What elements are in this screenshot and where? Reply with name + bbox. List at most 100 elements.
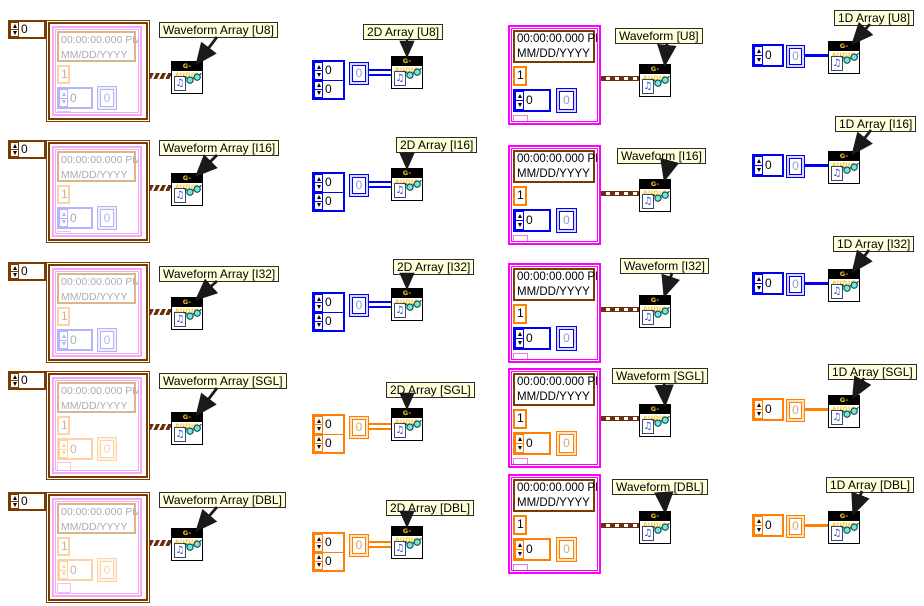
- spinner-down-icon[interactable]: [10, 271, 19, 279]
- vi-label[interactable]: Waveform [I16]: [617, 148, 706, 164]
- waveform-cluster[interactable]: 00:00:00.000 PM MM/DD/YYYY 1 0 0: [508, 145, 601, 245]
- attributes-box[interactable]: [57, 462, 71, 470]
- g-audio-vi-icon[interactable]: G-AUDIO ♫: [639, 404, 671, 437]
- array-element[interactable]: 0: [349, 294, 369, 317]
- array-2d-wire[interactable]: [369, 301, 391, 308]
- waveform-wire[interactable]: [601, 76, 639, 81]
- spinner-down-icon[interactable]: [515, 220, 524, 230]
- timestamp-display[interactable]: 00:00:00.000 PM MM/DD/YYYY: [513, 479, 597, 512]
- g-audio-vi-icon[interactable]: G-AUDIO ♫: [171, 528, 203, 561]
- array-element[interactable]: 0: [786, 155, 805, 178]
- spinner-down-icon[interactable]: [754, 525, 763, 535]
- index-cell[interactable]: 0: [314, 80, 343, 98]
- index-cell[interactable]: 0: [314, 174, 343, 193]
- timestamp-display[interactable]: 00:00:00.000 PM MM/DD/YYYY: [57, 151, 138, 182]
- array-1d-wire[interactable]: [805, 408, 828, 411]
- spinner[interactable]: [314, 192, 323, 210]
- spinner[interactable]: [10, 22, 19, 37]
- array-element-value[interactable]: 0: [559, 211, 574, 230]
- array-element[interactable]: 0: [97, 437, 117, 461]
- dt-value[interactable]: 1: [57, 65, 70, 84]
- index-value[interactable]: 0: [70, 442, 77, 456]
- g-audio-vi-icon[interactable]: G-AUDIO ♫: [171, 61, 203, 94]
- index-value[interactable]: 0: [325, 295, 332, 309]
- array-2d-wire[interactable]: [369, 423, 391, 430]
- dt-value[interactable]: 1: [57, 307, 70, 326]
- g-audio-vi-icon[interactable]: G-AUDIO ♫: [391, 168, 423, 201]
- spinner-down-icon[interactable]: [314, 182, 323, 192]
- g-audio-vi-icon[interactable]: G-AUDIO ♫: [391, 288, 423, 321]
- y-array-index[interactable]: 0: [57, 207, 93, 229]
- array-element-value[interactable]: 0: [100, 89, 114, 107]
- index-value[interactable]: 0: [70, 563, 77, 577]
- spinner[interactable]: [314, 552, 323, 570]
- waveform-array-wire[interactable]: [150, 185, 171, 191]
- index-cell[interactable]: 0: [314, 552, 343, 570]
- array-1d-index-control[interactable]: 0: [752, 398, 784, 421]
- array-element[interactable]: 0: [349, 174, 369, 197]
- array-element[interactable]: 0: [97, 558, 117, 582]
- y-array-index[interactable]: 0: [513, 327, 551, 350]
- index-value[interactable]: 0: [21, 22, 28, 36]
- waveform-cluster[interactable]: 00:00:00.000 PM MM/DD/YYYY 1 0 0: [508, 25, 601, 125]
- spinner-down-icon[interactable]: [10, 501, 19, 509]
- array-element-value[interactable]: 0: [559, 91, 574, 110]
- spinner-down-icon[interactable]: [314, 424, 323, 434]
- spinner[interactable]: [314, 80, 323, 98]
- spinner-down-icon[interactable]: [314, 200, 323, 210]
- spinner-down-icon[interactable]: [515, 549, 524, 559]
- attributes-box[interactable]: [57, 583, 71, 593]
- dt-value[interactable]: 1: [513, 66, 527, 86]
- spinner[interactable]: [59, 440, 68, 458]
- index-value[interactable]: 0: [70, 91, 77, 105]
- index-cell[interactable]: 0: [314, 294, 343, 313]
- spinner-down-icon[interactable]: [314, 542, 323, 552]
- spinner[interactable]: [59, 89, 68, 107]
- vi-label[interactable]: Waveform Array [I32]: [159, 266, 280, 282]
- spinner-down-icon[interactable]: [754, 55, 763, 65]
- index-value[interactable]: 0: [325, 81, 332, 96]
- timestamp-display[interactable]: 00:00:00.000 PM MM/DD/YYYY: [513, 268, 597, 301]
- array-element-value[interactable]: 0: [559, 329, 574, 348]
- waveform-cluster[interactable]: 00:00:00.000 PM MM/DD/YYYY 1 0 0: [52, 268, 142, 357]
- array-element-value[interactable]: 0: [559, 434, 574, 453]
- y-array-index[interactable]: 0: [57, 559, 93, 581]
- array-index-control[interactable]: 0: [8, 371, 46, 390]
- array-element-value[interactable]: 0: [100, 331, 114, 349]
- array-element[interactable]: 0: [556, 537, 577, 562]
- index-value[interactable]: 0: [526, 93, 533, 107]
- spinner-down-icon[interactable]: [314, 70, 323, 80]
- spinner[interactable]: [59, 561, 68, 579]
- attributes-box[interactable]: [513, 458, 528, 464]
- spinner[interactable]: [754, 516, 763, 535]
- spinner-down-icon[interactable]: [59, 97, 68, 107]
- index-cell[interactable]: 0: [314, 534, 343, 553]
- g-audio-vi-icon[interactable]: G-AUDIO ♫: [828, 41, 860, 74]
- waveform-array-wire[interactable]: [150, 424, 171, 430]
- spinner[interactable]: [515, 540, 524, 559]
- index-value[interactable]: 0: [70, 211, 77, 225]
- spinner[interactable]: [10, 142, 19, 157]
- y-array-index[interactable]: 0: [57, 87, 93, 109]
- spinner[interactable]: [754, 400, 763, 419]
- waveform-wire[interactable]: [601, 416, 639, 421]
- g-audio-vi-icon[interactable]: G-AUDIO ♫: [828, 511, 860, 544]
- array-element-value[interactable]: 0: [100, 561, 114, 579]
- dt-value[interactable]: 1: [513, 515, 527, 535]
- waveform-array-control[interactable]: 00:00:00.000 PM MM/DD/YYYY 1 0 0: [46, 371, 150, 480]
- spinner[interactable]: [314, 174, 323, 192]
- spinner-down-icon[interactable]: [754, 165, 763, 175]
- waveform-cluster[interactable]: 00:00:00.000 PM MM/DD/YYYY 1 0 0: [508, 474, 601, 574]
- spinner[interactable]: [314, 534, 323, 552]
- index-value[interactable]: 0: [325, 63, 332, 77]
- waveform-array-control[interactable]: 00:00:00.000 PM MM/DD/YYYY 1 0 0: [46, 20, 150, 122]
- spinner[interactable]: [59, 331, 68, 349]
- array-element[interactable]: 0: [786, 45, 805, 68]
- index-value[interactable]: 0: [21, 494, 28, 508]
- index-value[interactable]: 0: [325, 193, 332, 208]
- array-element[interactable]: 0: [349, 416, 369, 439]
- array-element[interactable]: 0: [786, 273, 805, 296]
- spinner-down-icon[interactable]: [59, 339, 68, 349]
- array-1d-index-control[interactable]: 0: [752, 154, 784, 177]
- index-value[interactable]: 0: [765, 48, 772, 62]
